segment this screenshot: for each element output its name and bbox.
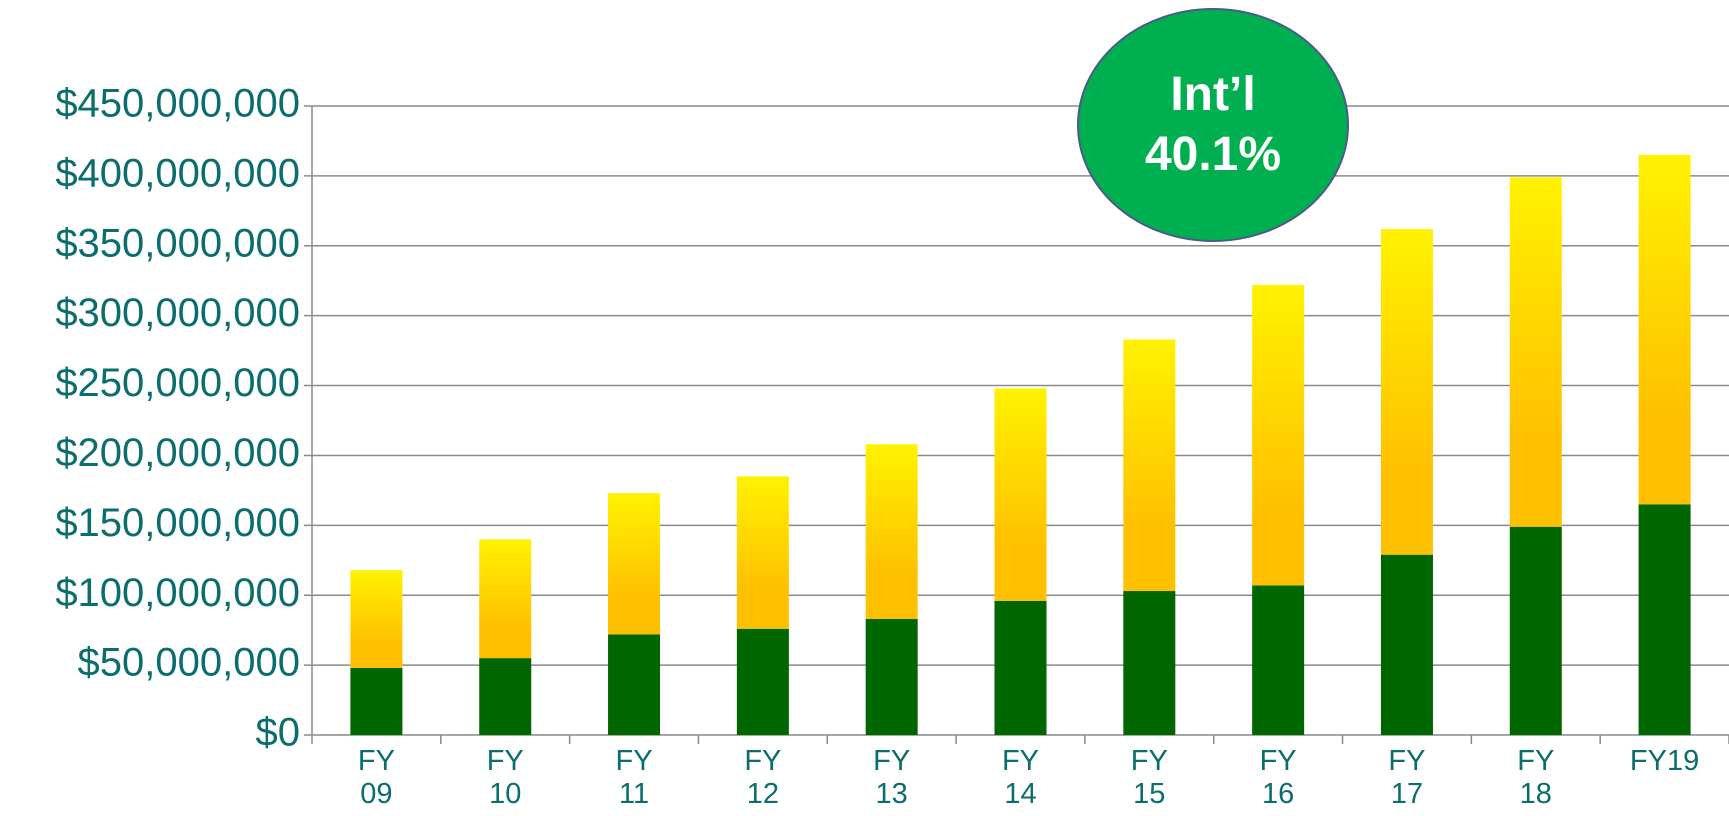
x-tick-label: FY 18 <box>1517 745 1555 811</box>
bar-segment <box>1509 177 1562 527</box>
bar-segment <box>608 634 661 735</box>
x-tick-label: FY 14 <box>1001 745 1040 811</box>
x-tick-label: FY 12 <box>744 745 782 811</box>
y-tick-label: $450,000,000 <box>55 82 300 126</box>
y-tick-label: $50,000,000 <box>78 641 300 685</box>
bar-segment <box>865 618 918 735</box>
bar-segment <box>1638 154 1691 505</box>
bar-segment <box>1123 591 1176 735</box>
bar-segment <box>1252 284 1305 586</box>
bar-segment <box>479 539 532 659</box>
y-tick-label: $150,000,000 <box>55 501 300 545</box>
bar-segment <box>1509 526 1562 735</box>
bar-segment <box>350 570 403 668</box>
bar-segment <box>1252 585 1305 735</box>
bar-segment <box>608 493 661 635</box>
annotation-bubble <box>1077 8 1349 242</box>
y-tick-label: $100,000,000 <box>55 571 300 615</box>
y-tick-label: $300,000,000 <box>55 291 300 335</box>
bar-segment <box>736 476 789 629</box>
x-tick-label: FY 10 <box>486 745 524 811</box>
x-tick-label: FY 17 <box>1388 745 1426 811</box>
x-tick-label: FY 13 <box>873 745 911 811</box>
y-tick-label: $250,000,000 <box>55 361 300 405</box>
y-tick-label: $0 <box>256 711 301 755</box>
bar-segment <box>1380 229 1433 555</box>
x-tick-label: FY 15 <box>1130 745 1168 811</box>
y-tick-label: $200,000,000 <box>55 431 300 475</box>
bar-segment <box>1123 339 1176 592</box>
bar-segment <box>865 444 918 619</box>
x-tick-label: FY 09 <box>357 745 395 811</box>
bar-segment <box>1380 554 1433 735</box>
x-tick-label: FY 11 <box>615 745 653 811</box>
x-tick-label: FY19 <box>1629 745 1700 777</box>
bar-segment <box>479 658 532 735</box>
y-tick-label: $400,000,000 <box>55 151 300 195</box>
bar-segment <box>994 388 1047 601</box>
x-tick-label: FY 16 <box>1259 745 1297 811</box>
bar-segment <box>994 600 1047 735</box>
bar-segment <box>1638 504 1691 735</box>
bar-segment <box>736 628 789 735</box>
y-tick-label: $350,000,000 <box>55 221 300 265</box>
annotation: Int’l 40.1% <box>1144 68 1282 181</box>
bar-segment <box>350 667 403 735</box>
